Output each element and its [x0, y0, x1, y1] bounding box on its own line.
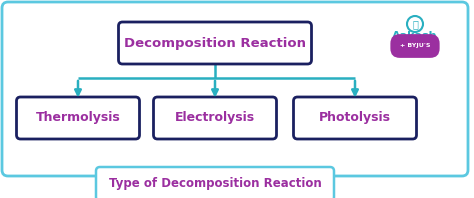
FancyBboxPatch shape [118, 22, 311, 64]
Text: Aakash: Aakash [392, 31, 438, 41]
Text: Thermolysis: Thermolysis [36, 111, 120, 125]
FancyBboxPatch shape [96, 167, 334, 198]
FancyBboxPatch shape [293, 97, 417, 139]
Text: + BYJU'S: + BYJU'S [400, 44, 430, 49]
FancyBboxPatch shape [154, 97, 276, 139]
Text: Photolysis: Photolysis [319, 111, 391, 125]
Text: Type of Decomposition Reaction: Type of Decomposition Reaction [109, 177, 321, 190]
FancyBboxPatch shape [2, 2, 468, 176]
Text: Ⓐ: Ⓐ [412, 19, 418, 29]
Text: Electrolysis: Electrolysis [175, 111, 255, 125]
FancyBboxPatch shape [17, 97, 139, 139]
Text: Decomposition Reaction: Decomposition Reaction [124, 36, 306, 50]
